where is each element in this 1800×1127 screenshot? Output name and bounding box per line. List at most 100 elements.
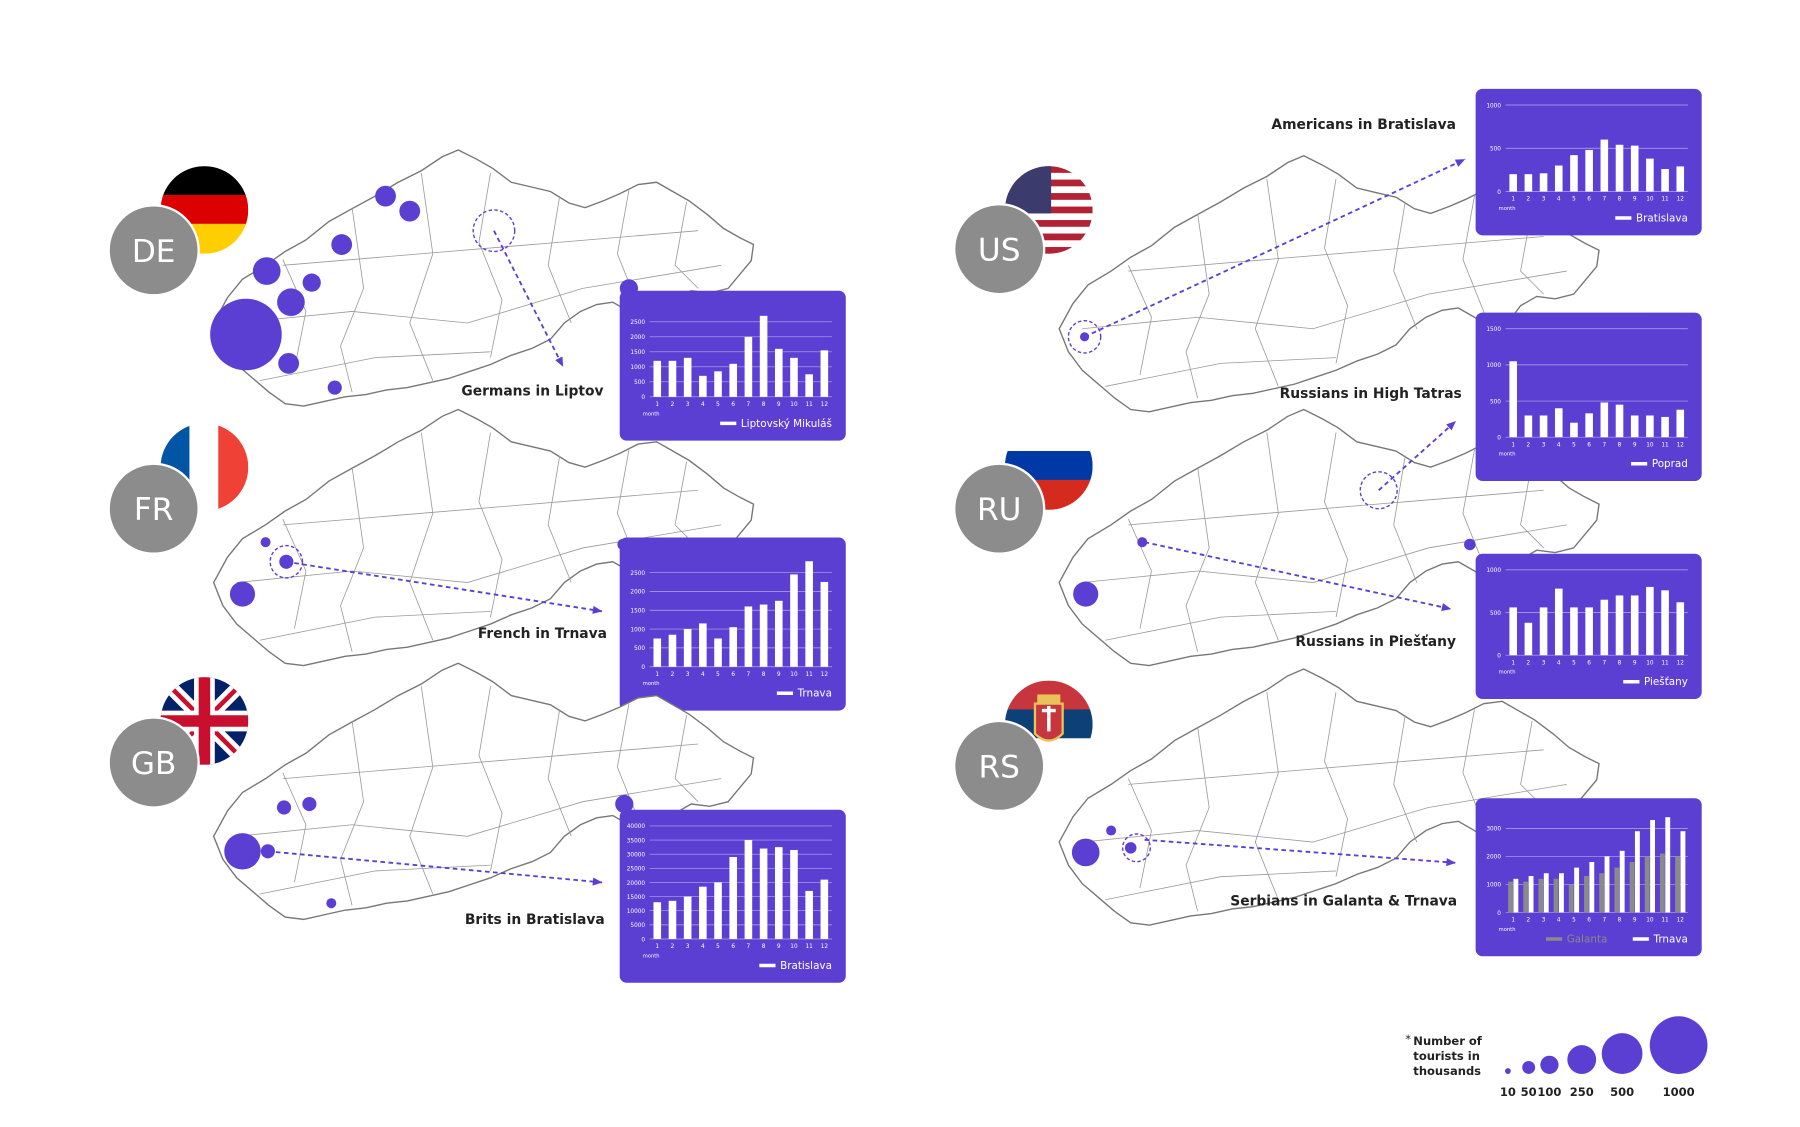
x-tick-label: 12 bbox=[1677, 197, 1685, 203]
bar bbox=[1570, 422, 1578, 438]
x-tick-label: 11 bbox=[1661, 918, 1669, 924]
slovakia-map bbox=[1058, 154, 1600, 413]
bar bbox=[790, 849, 798, 939]
bar bbox=[1646, 415, 1654, 438]
district-border bbox=[547, 455, 572, 583]
x-tick-label: 5 bbox=[1572, 660, 1576, 666]
chart-title: Germans in Liptov bbox=[461, 384, 603, 400]
map-outline bbox=[212, 408, 755, 667]
x-tick-label: 6 bbox=[731, 402, 735, 408]
bar bbox=[729, 363, 738, 397]
x-tick-label: 7 bbox=[1602, 442, 1606, 448]
x-tick-label: 12 bbox=[1677, 918, 1685, 924]
x-axis-label: month bbox=[1499, 452, 1516, 458]
bar bbox=[1554, 588, 1563, 656]
y-tick-label: 1000 bbox=[1486, 363, 1501, 369]
district-border bbox=[1324, 432, 1348, 618]
bar bbox=[653, 360, 662, 397]
flag-emblem bbox=[1041, 705, 1056, 732]
district-border bbox=[674, 201, 699, 289]
bar bbox=[1629, 862, 1635, 913]
x-tick-label: 9 bbox=[1633, 442, 1637, 448]
x-tick-label: 9 bbox=[777, 944, 781, 950]
bar bbox=[683, 629, 692, 667]
flag-stripe bbox=[1004, 233, 1093, 241]
district-border bbox=[1254, 432, 1279, 641]
bar bbox=[805, 374, 813, 397]
y-tick-label: 1500 bbox=[630, 609, 645, 615]
tourist-bubble bbox=[210, 298, 282, 371]
tourist-bubble bbox=[615, 794, 634, 814]
x-axis-label: month bbox=[643, 681, 660, 687]
arrow-head bbox=[592, 877, 603, 886]
y-tick-label: 500 bbox=[1490, 147, 1501, 153]
tourist-bubble bbox=[327, 380, 342, 395]
district-border bbox=[1254, 178, 1279, 387]
bar bbox=[1615, 404, 1624, 438]
legend-size-label: 1000 bbox=[1663, 1085, 1695, 1099]
district-border bbox=[1128, 749, 1544, 785]
district-border bbox=[259, 864, 491, 895]
arrow-head bbox=[592, 605, 603, 614]
chart-title: Americans in Bratislava bbox=[1271, 117, 1456, 133]
map-outline bbox=[1058, 408, 1600, 667]
tourist-bubble bbox=[260, 537, 271, 548]
x-tick-label: 11 bbox=[805, 402, 813, 408]
chart-title: Russians in Piešťany bbox=[1295, 634, 1456, 650]
bar bbox=[683, 896, 692, 939]
x-tick-label: 4 bbox=[701, 402, 705, 408]
code-badge bbox=[953, 462, 1046, 555]
district-border bbox=[1462, 449, 1487, 572]
map-outline bbox=[1058, 154, 1600, 413]
tourist-bubble bbox=[302, 796, 317, 812]
district-border bbox=[1128, 489, 1544, 526]
bar bbox=[1619, 850, 1625, 913]
x-tick-label: 5 bbox=[716, 672, 720, 678]
bar bbox=[805, 561, 813, 667]
x-tick-label: 12 bbox=[821, 944, 829, 950]
chart-box bbox=[1475, 312, 1702, 482]
bar bbox=[790, 574, 798, 667]
legend-size-label: 500 bbox=[1610, 1085, 1634, 1099]
x-tick-label: 3 bbox=[686, 402, 690, 408]
x-tick-label: 10 bbox=[790, 944, 798, 950]
bar bbox=[699, 623, 707, 667]
bar bbox=[1676, 602, 1685, 656]
bar bbox=[1559, 873, 1564, 913]
district-border bbox=[282, 772, 307, 883]
bar bbox=[744, 336, 753, 397]
bar bbox=[744, 840, 753, 939]
bar bbox=[714, 638, 722, 667]
map-outline bbox=[1058, 668, 1600, 926]
tourist-bubble bbox=[1071, 838, 1100, 867]
flag-stripe bbox=[1004, 213, 1093, 221]
legend-bubble bbox=[1522, 1061, 1536, 1074]
legend-label: Poprad bbox=[1652, 458, 1688, 470]
arrow-line bbox=[286, 560, 603, 613]
bar bbox=[1523, 881, 1529, 913]
bar bbox=[1661, 590, 1669, 656]
district-border bbox=[478, 172, 503, 358]
x-tick-label: 6 bbox=[1587, 918, 1591, 924]
bar bbox=[729, 627, 738, 667]
district-border bbox=[1105, 610, 1337, 641]
slovakia-map bbox=[1058, 668, 1600, 926]
bar bbox=[1630, 595, 1639, 656]
x-tick-label: 2 bbox=[671, 944, 675, 950]
district-border bbox=[1128, 236, 1544, 272]
x-tick-label: 1 bbox=[655, 402, 659, 408]
bar bbox=[774, 348, 783, 397]
district-border bbox=[1185, 213, 1210, 399]
legend-size-label: 50 bbox=[1521, 1085, 1537, 1099]
y-tick-label: 0 bbox=[641, 395, 645, 401]
y-tick-label: 1000 bbox=[1486, 883, 1501, 889]
bar bbox=[714, 882, 722, 939]
bar bbox=[1646, 158, 1654, 192]
bar bbox=[1513, 878, 1519, 913]
x-tick-label: 4 bbox=[701, 672, 705, 678]
y-tick-label: 25000 bbox=[627, 867, 646, 873]
bar bbox=[1600, 599, 1609, 656]
legend-title: tourists in bbox=[1413, 1049, 1480, 1063]
x-tick-label: 7 bbox=[747, 402, 751, 408]
